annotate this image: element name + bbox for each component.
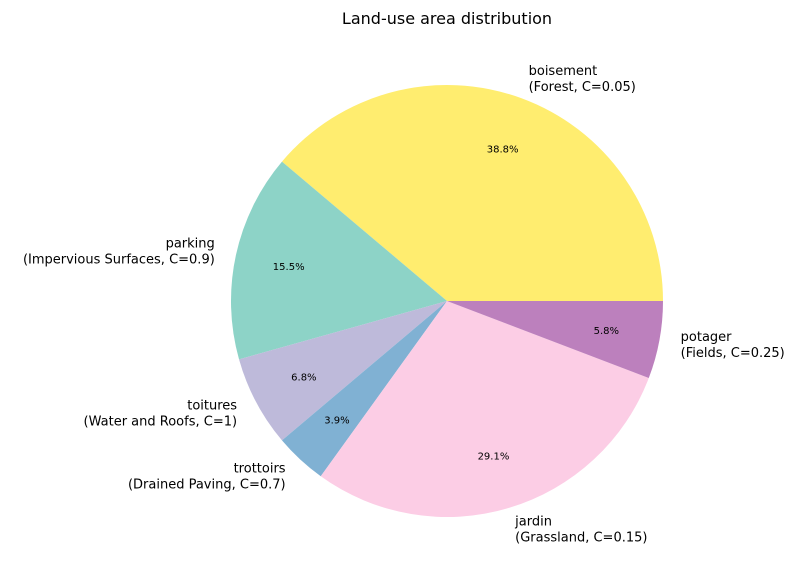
percent-label-toitures: 6.8% [291, 372, 316, 383]
percent-label-potager: 5.8% [594, 326, 619, 337]
category-label-toitures: toitures (Water and Roofs, C=1) [84, 398, 238, 429]
pie-slice-trottoirs [281, 301, 447, 477]
percent-label-trottoirs: 3.9% [324, 415, 349, 426]
category-label-trottoirs: trottoirs (Drained Paving, C=0.7) [128, 461, 286, 492]
category-label-parking: parking (Impervious Surfaces, C=0.9) [23, 237, 215, 268]
pie-slices [231, 85, 663, 517]
category-label-jardin: jardin (Grassland, C=0.15) [514, 515, 647, 546]
pie-slice-parking [231, 161, 447, 360]
percent-label-boisement: 38.8% [487, 144, 519, 155]
percent-label-parking: 15.5% [273, 262, 305, 273]
percent-label-jardin: 29.1% [478, 452, 510, 463]
percent-labels: 38.8% 15.5% 6.8% 3.9% 29.1% 5.8% [273, 144, 619, 462]
category-label-potager: potager (Fields, C=0.25) [681, 330, 785, 361]
pie-slice-potager [447, 301, 663, 379]
pie-slice-boisement [281, 85, 663, 301]
pie-slice-jardin [320, 301, 649, 517]
category-label-boisement: boisement (Forest, C=0.05) [529, 64, 636, 95]
pie-slice-toitures [239, 301, 447, 441]
chart-title: Land-use area distribution [342, 9, 552, 28]
category-labels: boisement (Forest, C=0.05) parking (Impervi… [23, 64, 785, 546]
